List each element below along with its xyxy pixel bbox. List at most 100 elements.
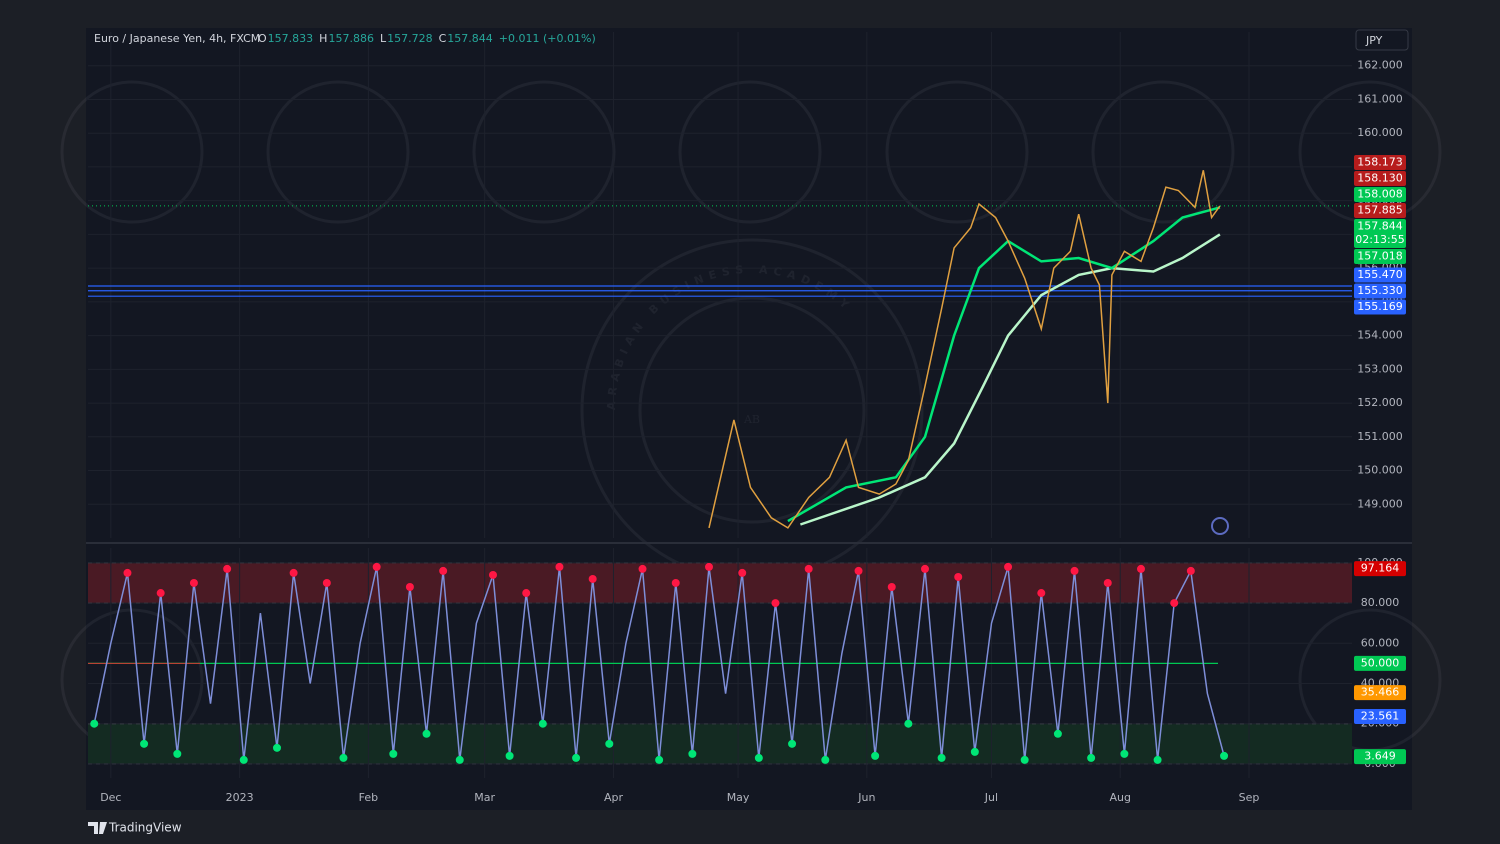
x-tick-label: 2023 <box>226 791 254 804</box>
ohlc-value: 157.886 <box>328 32 374 45</box>
y-tick-label: 151.000 <box>1357 430 1403 443</box>
y-tick-label: 152.000 <box>1357 396 1403 409</box>
signal-dot <box>505 751 514 760</box>
signal-dot <box>1170 599 1179 608</box>
price-label: 155.330 <box>1357 284 1403 297</box>
price-label: 97.164 <box>1361 562 1400 575</box>
signal-dot <box>372 562 381 571</box>
price-label: 155.169 <box>1357 300 1403 313</box>
price-label: 23.561 <box>1361 710 1400 723</box>
signal-dot <box>970 747 979 756</box>
y-tick-label: 150.000 <box>1357 464 1403 477</box>
signal-dot <box>538 719 547 728</box>
signal-dot <box>1053 729 1062 738</box>
signal-dot <box>887 583 896 592</box>
x-tick-label: Dec <box>100 791 121 804</box>
x-tick-label: Aug <box>1109 791 1130 804</box>
price-label-box <box>1354 186 1406 202</box>
signal-dot <box>671 578 680 587</box>
price-label-box <box>1354 202 1406 218</box>
ohlc-value: 157.833 <box>268 32 314 45</box>
chart-area <box>86 28 1412 810</box>
x-tick-label: Apr <box>604 791 624 804</box>
ohlc-value: 157.844 <box>447 32 493 45</box>
price-label-box <box>1354 283 1406 299</box>
y-tick-label: 162.000 <box>1357 59 1403 72</box>
signal-dot <box>422 729 431 738</box>
signal-dot <box>688 749 697 758</box>
x-tick-label: Jun <box>857 791 875 804</box>
footer: TradingView <box>108 821 182 835</box>
price-label-box <box>1354 248 1406 264</box>
signal-dot <box>1153 755 1162 764</box>
signal-dot <box>1020 755 1029 764</box>
ohlc-key: L <box>380 32 387 45</box>
signal-dot <box>439 566 448 575</box>
signal-dot <box>239 755 248 764</box>
signal-dot <box>1037 589 1046 598</box>
signal-dot <box>588 574 597 583</box>
signal-dot <box>189 578 198 587</box>
signal-dot <box>854 566 863 575</box>
y-tick-label: 149.000 <box>1357 497 1403 510</box>
signal-dot <box>389 749 398 758</box>
price-label: 35.466 <box>1361 686 1400 699</box>
y-tick-label: 160.000 <box>1357 126 1403 139</box>
signal-dot <box>754 753 763 762</box>
signal-dot <box>1004 562 1013 571</box>
tv-logo <box>88 822 107 834</box>
signal-dot <box>339 753 348 762</box>
signal-dot <box>871 751 880 760</box>
signal-dot <box>804 564 813 573</box>
signal-dot <box>1070 566 1079 575</box>
signal-dot <box>821 755 830 764</box>
signal-dot <box>572 753 581 762</box>
signal-dot <box>954 572 963 581</box>
price-label: 155.470 <box>1357 268 1403 281</box>
y-tick-label: 154.000 <box>1357 329 1403 342</box>
price-label-box <box>1354 561 1406 577</box>
currency[interactable]: JPY <box>1365 34 1383 47</box>
ohlc-key: O <box>258 32 267 45</box>
currency-box[interactable] <box>1355 29 1409 51</box>
signal-dot <box>405 583 414 592</box>
signal-dot <box>638 564 647 573</box>
ohlc-value: 157.728 <box>387 32 433 45</box>
signal-dot <box>937 753 946 762</box>
price-label-box <box>1354 299 1406 315</box>
signal-dot <box>1136 564 1145 573</box>
signal-dot <box>140 739 149 748</box>
signal-dot <box>488 570 497 579</box>
logo-icon[interactable] <box>1211 517 1229 535</box>
signal-dot <box>788 739 797 748</box>
signal-dot <box>289 568 298 577</box>
price-label: 158.008 <box>1357 187 1403 200</box>
x-tick-label: Jul <box>984 791 998 804</box>
price-label: 158.173 <box>1357 155 1403 168</box>
price-label: 158.130 <box>1357 171 1403 184</box>
price-label: 157.018 <box>1357 249 1403 262</box>
signal-dot <box>1186 566 1195 575</box>
x-tick-label: May <box>727 791 750 804</box>
price-label: 50.000 <box>1361 656 1400 669</box>
moving-average <box>799 233 1221 526</box>
price-label-box <box>1354 749 1406 765</box>
signal-dot <box>1103 578 1112 587</box>
y-tick-label: 153.000 <box>1357 362 1403 375</box>
watermark-initials: AB <box>743 413 760 426</box>
price-label-box <box>1354 267 1406 283</box>
price-label: 157.885 <box>1357 203 1403 216</box>
signal-dot <box>771 599 780 608</box>
ohlc-key: C <box>439 32 447 45</box>
price-label-box <box>1354 170 1406 186</box>
zone <box>88 562 1352 604</box>
signal-dot <box>455 755 464 764</box>
price-label-box <box>1354 655 1406 671</box>
signal-dot <box>90 719 99 728</box>
x-tick-label: Sep <box>1239 791 1260 804</box>
signal-dot <box>272 743 281 752</box>
signal-dot <box>555 562 564 571</box>
signal-dot <box>704 562 713 571</box>
price-label-box <box>1354 218 1406 248</box>
